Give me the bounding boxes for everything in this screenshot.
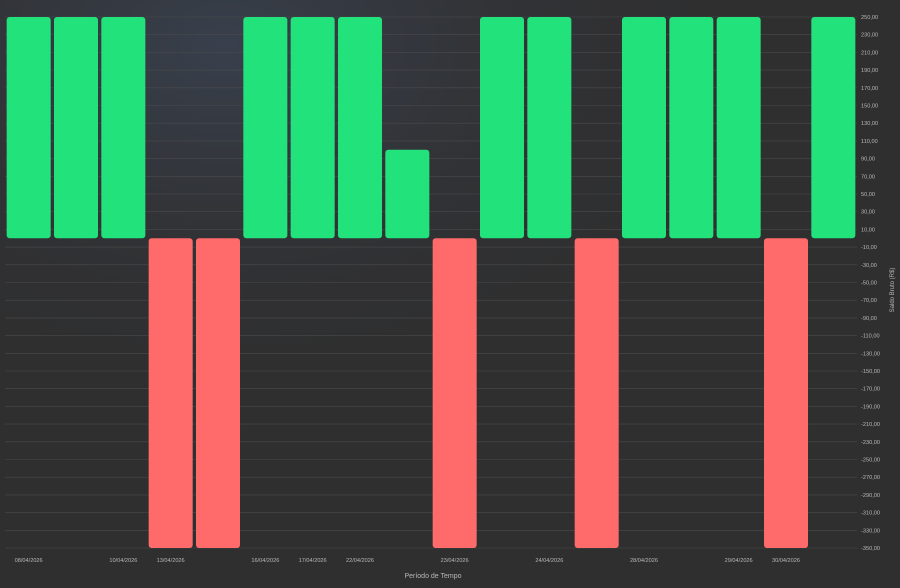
- bar-positive: [243, 17, 288, 239]
- y-tick-label: 190,00: [861, 68, 878, 74]
- y-tick-label: 250,00: [861, 15, 878, 21]
- y-tick-label: -50,00: [861, 281, 877, 287]
- x-tick-label: 24/04/2026: [535, 558, 563, 564]
- y-tick-label: 10,00: [861, 227, 875, 233]
- y-tick-label: -210,00: [861, 422, 880, 428]
- bar-negative: [432, 238, 477, 548]
- x-tick-label: 28/04/2026: [630, 558, 658, 564]
- y-tick-label: -70,00: [861, 298, 877, 304]
- y-tick-labels: 250,00 230,00 210,00 190,00 170,00 150,00 130,…: [861, 15, 880, 552]
- y-tick-label: 90,00: [861, 157, 875, 163]
- bar-positive: [101, 17, 146, 239]
- grid-lines: [5, 16, 857, 549]
- bar-positive: [290, 17, 335, 239]
- y-tick-label: -190,00: [861, 404, 880, 410]
- y-tick-label: -330,00: [861, 528, 880, 534]
- y-tick-label: 70,00: [861, 174, 875, 180]
- bar-negative: [195, 238, 241, 548]
- y-tick-label: 170,00: [861, 86, 878, 92]
- x-tick-label: 22/04/2026: [346, 558, 374, 564]
- bar-negative: [763, 238, 809, 548]
- bar-negative: [148, 238, 193, 548]
- bar-positive: [527, 17, 572, 239]
- y-tick-label: 110,00: [861, 139, 878, 145]
- y-tick-label: -110,00: [861, 334, 880, 340]
- y-tick-label: -30,00: [861, 263, 877, 269]
- x-tick-label: 13/04/2026: [157, 558, 185, 564]
- y-tick-label: -150,00: [861, 369, 880, 375]
- y-tick-label: -250,00: [861, 458, 880, 464]
- bars: [6, 17, 856, 548]
- bar-positive: [669, 17, 714, 239]
- x-axis-title: Período de Tempo: [404, 573, 461, 580]
- bar-positive: [479, 17, 525, 239]
- bar-positive: [716, 17, 761, 239]
- y-tick-label: 150,00: [861, 104, 878, 110]
- bar-positive: [53, 17, 99, 239]
- y-tick-label: -350,00: [861, 546, 880, 552]
- x-tick-label: 23/04/2026: [441, 558, 469, 564]
- y-tick-label: 210,00: [861, 50, 878, 56]
- x-tick-label: 08/04/2026: [15, 558, 43, 564]
- y-tick-label: -270,00: [861, 475, 880, 481]
- y-tick-label: -290,00: [861, 493, 880, 499]
- bar-negative: [574, 238, 619, 548]
- bar-positive: [6, 17, 51, 239]
- y-tick-label: 50,00: [861, 192, 875, 198]
- x-tick-label: 30/04/2026: [772, 558, 800, 564]
- y-tick-label: -10,00: [861, 245, 877, 251]
- x-tick-label: 29/04/2026: [725, 558, 753, 564]
- bar-positive: [811, 17, 856, 239]
- y-tick-label: -130,00: [861, 351, 880, 357]
- y-axis-title: Saldo Bruto (R$): [890, 268, 896, 313]
- x-tick-labels: 08/04/2026 10/04/2026 13/04/2026 16/04/2026…: [15, 558, 800, 564]
- y-tick-label: -90,00: [861, 316, 877, 322]
- y-tick-label: 230,00: [861, 33, 878, 39]
- y-tick-label: 130,00: [861, 121, 878, 127]
- x-tick-label: 10/04/2026: [109, 558, 137, 564]
- y-tick-label: -230,00: [861, 440, 880, 446]
- x-tick-label: 16/04/2026: [251, 558, 279, 564]
- y-tick-label: -310,00: [861, 511, 880, 517]
- y-tick-label: -170,00: [861, 387, 880, 393]
- bar-positive: [385, 149, 430, 239]
- x-tick-label: 17/04/2026: [299, 558, 327, 564]
- bar-positive: [337, 17, 383, 239]
- bar-positive: [621, 17, 667, 239]
- y-tick-label: 30,00: [861, 210, 875, 216]
